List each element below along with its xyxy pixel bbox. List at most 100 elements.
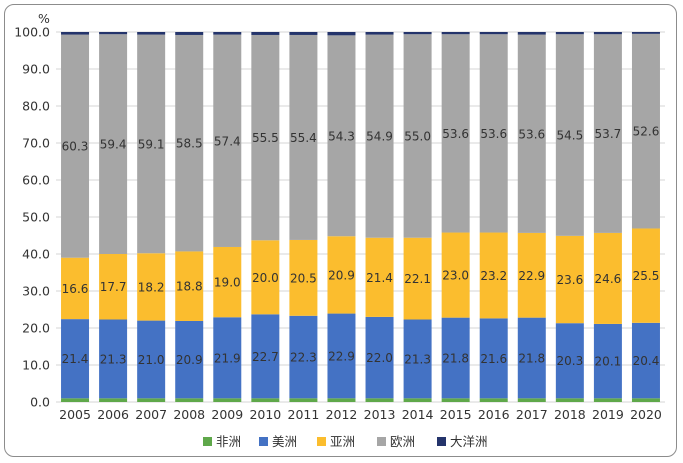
bar-segment — [213, 34, 242, 247]
x-tick-label: 2007 — [135, 407, 167, 422]
data-label: 22.9 — [328, 349, 355, 363]
legend-item: 大洋洲 — [437, 434, 488, 449]
data-label: 19.0 — [214, 276, 241, 290]
y-tick-label: 40.0 — [22, 247, 50, 262]
bar-segment — [251, 34, 280, 241]
bar-segment — [61, 34, 90, 258]
data-label: 58.5 — [176, 137, 203, 151]
data-label: 52.6 — [633, 125, 660, 139]
data-label: 21.0 — [138, 353, 165, 367]
data-label: 20.9 — [176, 353, 203, 367]
bar-segment — [251, 240, 280, 315]
x-tick-label: 2006 — [97, 407, 129, 422]
data-label: 21.6 — [480, 352, 507, 366]
x-tick-label: 2011 — [288, 407, 320, 422]
data-label: 20.0 — [252, 271, 279, 285]
bar-segment — [555, 32, 584, 35]
bar-segment — [289, 239, 318, 316]
legend-swatch — [317, 437, 326, 446]
bar-segment — [403, 398, 432, 402]
x-tick-label: 2016 — [478, 407, 510, 422]
bar-segment — [593, 323, 622, 399]
legend-swatch — [437, 437, 446, 446]
legend-label: 非洲 — [216, 434, 241, 449]
data-label: 53.6 — [442, 127, 469, 141]
data-label: 21.9 — [214, 351, 241, 365]
data-label: 22.9 — [518, 269, 545, 283]
bar-segment — [403, 34, 432, 238]
data-label: 59.1 — [138, 137, 165, 151]
bar-segment — [441, 232, 470, 318]
bar-segment — [555, 323, 584, 399]
x-tick-label: 2018 — [554, 407, 586, 422]
bar-segment — [593, 32, 622, 35]
data-label: 57.4 — [214, 134, 241, 148]
bar-segment — [517, 32, 546, 35]
legend-swatch — [377, 437, 386, 446]
bar-segment — [365, 398, 394, 402]
data-label: 20.5 — [290, 271, 317, 285]
bar-segment — [441, 317, 470, 399]
bar-segment — [555, 34, 584, 236]
x-tick-label: 2017 — [516, 407, 548, 422]
y-tick-label: 10.0 — [22, 358, 50, 373]
data-label: 53.6 — [518, 127, 545, 141]
bar-segment — [61, 32, 90, 35]
legend-item: 亚洲 — [317, 434, 355, 449]
bar-segment — [555, 235, 584, 324]
data-label: 59.4 — [100, 138, 127, 152]
data-label: 20.9 — [328, 268, 355, 282]
data-label: 21.8 — [518, 351, 545, 365]
bar-segment — [213, 398, 242, 402]
bars — [61, 32, 660, 402]
data-label: 18.8 — [176, 280, 203, 294]
bar-segment — [365, 316, 394, 399]
bar-segment — [441, 32, 470, 35]
legend-item: 欧洲 — [377, 434, 415, 449]
y-tick-label: 100.0 — [14, 25, 50, 40]
data-label: 21.3 — [100, 352, 127, 366]
x-tick-label: 2010 — [249, 407, 281, 422]
y-tick-label: 50.0 — [22, 210, 50, 225]
data-label: 54.5 — [556, 129, 583, 143]
data-label: 54.3 — [328, 129, 355, 143]
data-label: 21.3 — [404, 352, 431, 366]
bar-segment — [99, 254, 128, 320]
bar-segment — [593, 34, 622, 233]
data-label: 24.6 — [595, 272, 622, 286]
bar-segment — [99, 398, 128, 402]
x-tick-label: 2012 — [326, 407, 358, 422]
x-tick-label: 2015 — [440, 407, 472, 422]
bar-segment — [251, 314, 280, 399]
x-tick-label: 2019 — [592, 407, 624, 422]
data-label: 22.0 — [366, 351, 393, 365]
y-tick-label: 70.0 — [22, 136, 50, 151]
y-tick-label: 90.0 — [22, 62, 50, 77]
x-tick-label: 2020 — [630, 407, 662, 422]
data-label: 55.5 — [252, 131, 279, 145]
bar-segment — [327, 398, 356, 402]
bar-segment — [327, 35, 356, 237]
bar-segment — [631, 228, 660, 323]
data-label: 55.0 — [404, 129, 431, 143]
bar-segment — [99, 319, 128, 399]
data-label: 22.3 — [290, 351, 317, 365]
bar-segment — [137, 34, 166, 254]
y-axis: 0.0 10.0 20.0 30.0 40.0 50.0 60.0 70.0 80.0 90.0 1… — [14, 25, 50, 410]
bar-segment — [479, 32, 508, 35]
bar-segment — [631, 33, 660, 229]
bar-segment — [365, 34, 394, 238]
bar-segment — [631, 398, 660, 402]
legend-swatch — [203, 437, 212, 446]
bar-segment — [175, 32, 204, 35]
bar-segment — [593, 398, 622, 402]
data-label: 20.1 — [595, 355, 622, 369]
bar-segment — [327, 32, 356, 36]
bar-segment — [403, 32, 432, 35]
bar-segment — [479, 398, 508, 402]
bar-segment — [593, 232, 622, 324]
y-tick-label: 80.0 — [22, 99, 50, 114]
bar-segment — [137, 32, 166, 35]
bar-segment — [441, 34, 470, 233]
